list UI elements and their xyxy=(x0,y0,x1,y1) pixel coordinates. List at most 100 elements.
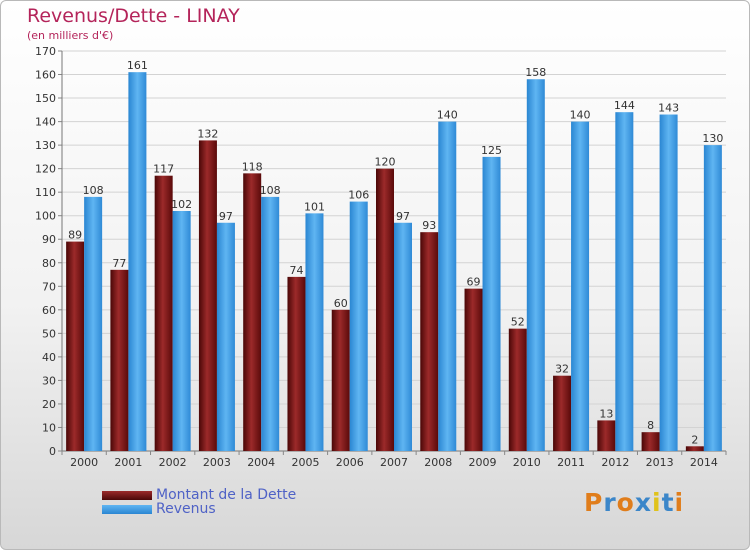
logo-letter: i xyxy=(652,488,662,517)
x-tick-label: 2003 xyxy=(203,456,231,469)
x-tick-label: 2013 xyxy=(646,456,674,469)
logo-letter: x xyxy=(634,488,652,517)
data-label-revenue: 101 xyxy=(304,200,325,213)
bar-revenue xyxy=(615,112,634,452)
chart-subtitle: (en milliers d'€) xyxy=(27,29,114,42)
data-label-debt: 77 xyxy=(112,257,126,270)
data-label-revenue: 140 xyxy=(437,109,458,122)
logo-letter: r xyxy=(603,488,617,517)
y-tick-label: 140 xyxy=(35,116,56,129)
x-tick-label: 2004 xyxy=(247,456,275,469)
chart-title: Revenus/Dette - LINAY xyxy=(27,5,240,27)
data-label-revenue: 108 xyxy=(260,184,281,197)
data-label-debt: 52 xyxy=(511,316,525,329)
y-tick-label: 20 xyxy=(42,398,56,411)
bar-debt xyxy=(685,446,704,451)
bar-revenue xyxy=(526,79,545,451)
bar-revenue xyxy=(261,196,280,451)
data-label-debt: 117 xyxy=(153,163,174,176)
y-tick-label: 110 xyxy=(35,186,56,199)
bar-revenue xyxy=(84,196,103,451)
data-label-revenue: 102 xyxy=(171,198,192,211)
y-tick-label: 160 xyxy=(35,69,56,82)
x-tick-label: 2002 xyxy=(159,456,187,469)
data-label-debt: 69 xyxy=(467,276,481,289)
legend-swatch-debt xyxy=(102,490,152,500)
bar-revenue xyxy=(438,121,457,452)
x-tick-label: 2009 xyxy=(469,456,497,469)
bar-revenue xyxy=(482,156,501,451)
x-tick-label: 2008 xyxy=(424,456,452,469)
y-tick-label: 80 xyxy=(42,257,56,270)
bar-debt xyxy=(464,288,483,451)
data-label-debt: 2 xyxy=(691,433,698,446)
bar-debt xyxy=(508,328,527,451)
y-tick-label: 40 xyxy=(42,351,56,364)
bar-revenue xyxy=(703,145,722,451)
x-tick-label: 2014 xyxy=(690,456,718,469)
data-label-debt: 74 xyxy=(289,264,303,277)
logo-letter: P xyxy=(584,488,604,517)
y-tick-label: 130 xyxy=(35,139,56,152)
y-tick-label: 70 xyxy=(42,280,56,293)
bar-debt xyxy=(376,168,394,451)
y-tick-label: 150 xyxy=(35,92,56,105)
data-label-revenue: 143 xyxy=(658,102,679,115)
bar-revenue xyxy=(571,121,590,452)
data-label-debt: 13 xyxy=(599,407,613,420)
logo-letter: o xyxy=(616,488,635,517)
x-tick-label: 2001 xyxy=(114,456,142,469)
bar-revenue xyxy=(128,72,147,452)
x-tick-label: 2006 xyxy=(336,456,364,469)
bar-debt xyxy=(154,175,173,452)
y-tick-label: 120 xyxy=(35,163,56,176)
proxiti-logo: Proxiti xyxy=(584,488,684,517)
legend-label-revenue: Revenus xyxy=(156,501,216,517)
legend-swatch-revenue xyxy=(102,504,152,514)
data-label-revenue: 130 xyxy=(702,132,723,145)
y-tick-label: 30 xyxy=(42,374,56,387)
data-label-revenue: 97 xyxy=(219,210,233,223)
bar-debt xyxy=(553,375,572,451)
data-label-revenue: 97 xyxy=(396,210,410,223)
y-tick-label: 100 xyxy=(35,210,56,223)
y-tick-label: 0 xyxy=(49,445,56,458)
x-tick-label: 2010 xyxy=(513,456,541,469)
data-label-debt: 132 xyxy=(197,127,218,140)
bar-revenue xyxy=(172,211,191,451)
data-label-revenue: 106 xyxy=(348,189,369,202)
bar-debt xyxy=(597,420,616,451)
y-tick-label: 170 xyxy=(35,45,56,58)
y-tick-label: 10 xyxy=(42,421,56,434)
legend-item-debt: Montant de la Dette xyxy=(102,487,296,503)
bar-debt xyxy=(198,140,217,452)
data-label-revenue: 140 xyxy=(570,109,591,122)
logo-letter: t xyxy=(661,488,675,517)
data-label-revenue: 158 xyxy=(525,66,546,79)
data-label-debt: 93 xyxy=(422,219,436,232)
x-tick-label: 2000 xyxy=(70,456,98,469)
x-tick-label: 2012 xyxy=(601,456,629,469)
y-tick-label: 60 xyxy=(42,304,56,317)
x-tick-label: 2007 xyxy=(380,456,408,469)
bar-debt xyxy=(331,309,350,451)
data-label-revenue: 144 xyxy=(614,99,635,112)
x-tick-label: 2005 xyxy=(291,456,319,469)
bar-debt xyxy=(287,276,306,451)
bar-debt xyxy=(110,269,129,451)
data-label-debt: 32 xyxy=(555,363,569,376)
data-label-revenue: 108 xyxy=(83,184,104,197)
data-label-debt: 120 xyxy=(375,156,396,169)
data-label-debt: 118 xyxy=(242,160,263,173)
y-tick-label: 90 xyxy=(42,233,56,246)
bar-revenue xyxy=(349,201,368,451)
bar-revenue xyxy=(659,114,678,451)
bar-revenue xyxy=(305,213,324,451)
bar-revenue xyxy=(216,222,235,451)
data-label-revenue: 125 xyxy=(481,144,502,157)
bar-debt xyxy=(66,241,85,451)
bar-debt xyxy=(641,432,660,451)
logo-letter: i xyxy=(674,488,685,517)
data-label-debt: 60 xyxy=(334,297,348,310)
